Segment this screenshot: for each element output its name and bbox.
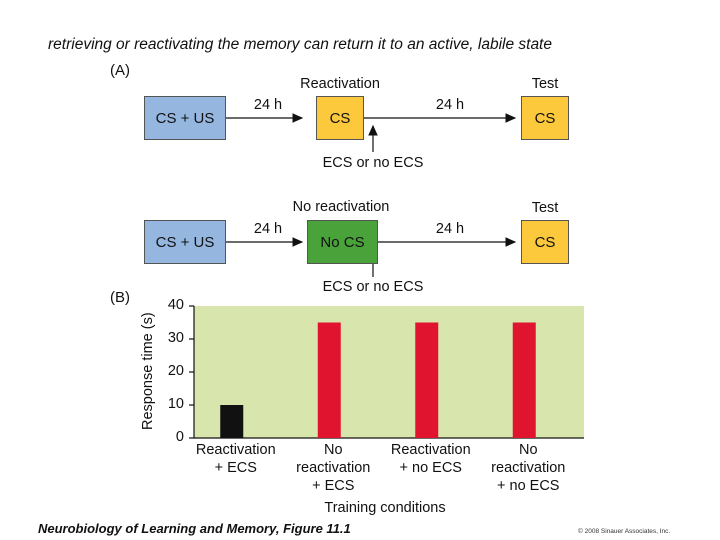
row1-test-box: CS xyxy=(521,96,569,140)
row2-interval-2: 24 h xyxy=(435,221,465,237)
y-tick-label: 10 xyxy=(167,396,184,412)
row2-conditioning-box: CS + US xyxy=(144,220,226,264)
row1-conditioning-box: CS + US xyxy=(144,96,226,140)
category-label-line: Reactivation xyxy=(195,442,276,458)
category-label-4: No reactivation + no ECS xyxy=(473,441,583,495)
row1-interval-1: 24 h xyxy=(253,97,283,113)
bar-4 xyxy=(512,322,536,438)
category-label-line: No xyxy=(323,442,343,458)
bar-2 xyxy=(317,322,341,438)
category-label-line: + ECS xyxy=(214,460,257,476)
row1-interval-2: 24 h xyxy=(435,97,465,113)
panel-b-label: (B) xyxy=(110,289,130,306)
row2-test-title: Test xyxy=(531,200,559,216)
row2-treatment: ECS or no ECS xyxy=(322,279,424,295)
figure-caption: Neurobiology of Learning and Memory, Fig… xyxy=(38,521,351,536)
row2-test-box: CS xyxy=(521,220,569,264)
category-label-line: reactivation xyxy=(491,460,566,476)
y-tick-label: 20 xyxy=(167,363,184,379)
row2-stage-title: No reactivation xyxy=(292,199,390,215)
panel-a-label: (A) xyxy=(110,62,130,79)
row1-treatment: ECS or no ECS xyxy=(322,155,424,171)
headline: retrieving or reactivating the memory ca… xyxy=(48,36,552,53)
category-label-2: No reactivation + ECS xyxy=(278,441,388,495)
row1-stage-box: CS xyxy=(316,96,364,140)
x-axis-label: Training conditions xyxy=(324,500,446,516)
y-tick-label: 0 xyxy=(175,429,184,445)
row2-interval-1: 24 h xyxy=(253,221,283,237)
category-label-line: + ECS xyxy=(312,478,355,494)
category-label-line: + no ECS xyxy=(497,478,560,494)
y-tick-label: 30 xyxy=(167,330,184,346)
category-label-3: Reactivation + no ECS xyxy=(376,441,486,477)
bar-3 xyxy=(415,322,439,438)
y-tick-label: 40 xyxy=(167,297,184,313)
row1-test-title: Test xyxy=(531,76,559,92)
row2-stage-box: No CS xyxy=(307,220,378,264)
category-label-line: + no ECS xyxy=(399,460,462,476)
bar-1 xyxy=(220,405,244,438)
row1-stage-title: Reactivation xyxy=(300,76,380,92)
category-label-line: reactivation xyxy=(296,460,371,476)
category-label-line: No xyxy=(518,442,538,458)
copyright-notice: © 2008 Sinauer Associates, Inc. xyxy=(578,528,671,535)
category-label-1: Reactivation + ECS xyxy=(181,441,291,477)
category-label-line: Reactivation xyxy=(390,442,471,458)
